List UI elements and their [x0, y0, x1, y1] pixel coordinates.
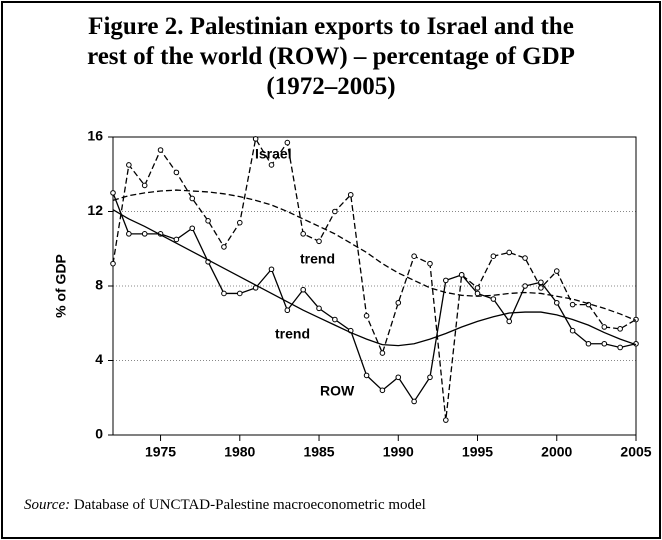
point — [395, 374, 402, 381]
point — [474, 290, 481, 297]
x-tick-label: 1975 — [145, 444, 176, 460]
x-tick-label: 1990 — [383, 444, 414, 460]
point — [189, 195, 196, 202]
point — [553, 299, 560, 306]
point — [538, 285, 544, 291]
point — [126, 162, 132, 168]
point — [379, 350, 386, 356]
point — [284, 307, 291, 314]
point — [443, 277, 449, 284]
series-annotation: trend — [275, 326, 310, 342]
point — [490, 296, 497, 302]
point — [617, 326, 623, 332]
x-tick-label: 1995 — [462, 444, 493, 460]
series-line — [112, 137, 637, 421]
point — [411, 398, 417, 405]
series-annotation: trend — [300, 251, 335, 267]
point — [110, 260, 116, 267]
point — [300, 286, 306, 293]
y-tick-label: 16 — [87, 128, 103, 144]
series-annotation: Israel — [255, 146, 292, 162]
title-line: Figure 2. Palestinian exports to Israel … — [88, 13, 574, 40]
point — [474, 285, 481, 291]
point — [236, 290, 243, 297]
source-label: Source: — [24, 497, 71, 513]
source-note: Source: Database of UNCTAD-Palestine mac… — [24, 497, 426, 514]
title-line: (1972–2005) — [266, 73, 396, 100]
point — [601, 324, 608, 330]
point — [458, 272, 465, 278]
point — [236, 219, 243, 226]
point — [585, 340, 592, 347]
point — [601, 340, 608, 347]
chart-title: Figure 2. Palestinian exports to Israel … — [0, 12, 662, 102]
series-line — [112, 192, 637, 403]
point — [268, 266, 275, 273]
title-line: rest of the world (ROW) – percentage of … — [87, 43, 575, 70]
y-tick-label: 8 — [95, 277, 103, 293]
point — [316, 238, 322, 245]
y-tick-label: 0 — [95, 426, 103, 442]
point — [363, 313, 370, 319]
point — [141, 182, 148, 189]
point — [173, 169, 180, 176]
point — [522, 283, 528, 289]
point — [443, 417, 449, 423]
point — [126, 231, 132, 237]
point — [506, 318, 513, 325]
source-text: Database of UNCTAD-Palestine macroeconom… — [73, 497, 426, 513]
point — [538, 279, 544, 286]
point — [221, 290, 227, 297]
point — [379, 387, 386, 394]
point — [569, 301, 576, 308]
point — [553, 268, 560, 274]
point — [189, 225, 196, 232]
point — [268, 162, 275, 168]
y-tick-label: 4 — [95, 351, 103, 367]
plot-frame — [112, 136, 637, 436]
point — [490, 253, 497, 260]
point — [522, 255, 528, 261]
series-line — [112, 189, 637, 322]
point — [506, 249, 513, 256]
point — [300, 231, 306, 237]
point — [427, 260, 433, 267]
point — [173, 236, 180, 243]
point — [284, 139, 291, 146]
x-tick-label: 2000 — [541, 444, 572, 460]
y-tick-label: 12 — [87, 202, 103, 218]
point — [569, 327, 576, 334]
series-annotation: ROW — [320, 383, 355, 399]
series-line — [112, 209, 637, 347]
point — [316, 305, 322, 312]
point — [411, 253, 417, 260]
point — [363, 372, 370, 379]
y-axis-title: % of GDP — [53, 254, 69, 318]
point — [221, 244, 227, 250]
point — [617, 344, 623, 351]
point — [141, 231, 148, 237]
point — [110, 190, 116, 196]
point — [332, 316, 338, 323]
x-tick-label: 1985 — [303, 444, 334, 460]
point — [252, 136, 259, 142]
point — [205, 218, 211, 224]
point — [395, 299, 402, 306]
point — [157, 147, 164, 153]
point — [347, 191, 354, 198]
point — [332, 208, 338, 215]
x-tick-label: 2005 — [620, 444, 651, 460]
point — [427, 374, 433, 381]
x-tick-label: 1980 — [224, 444, 255, 460]
